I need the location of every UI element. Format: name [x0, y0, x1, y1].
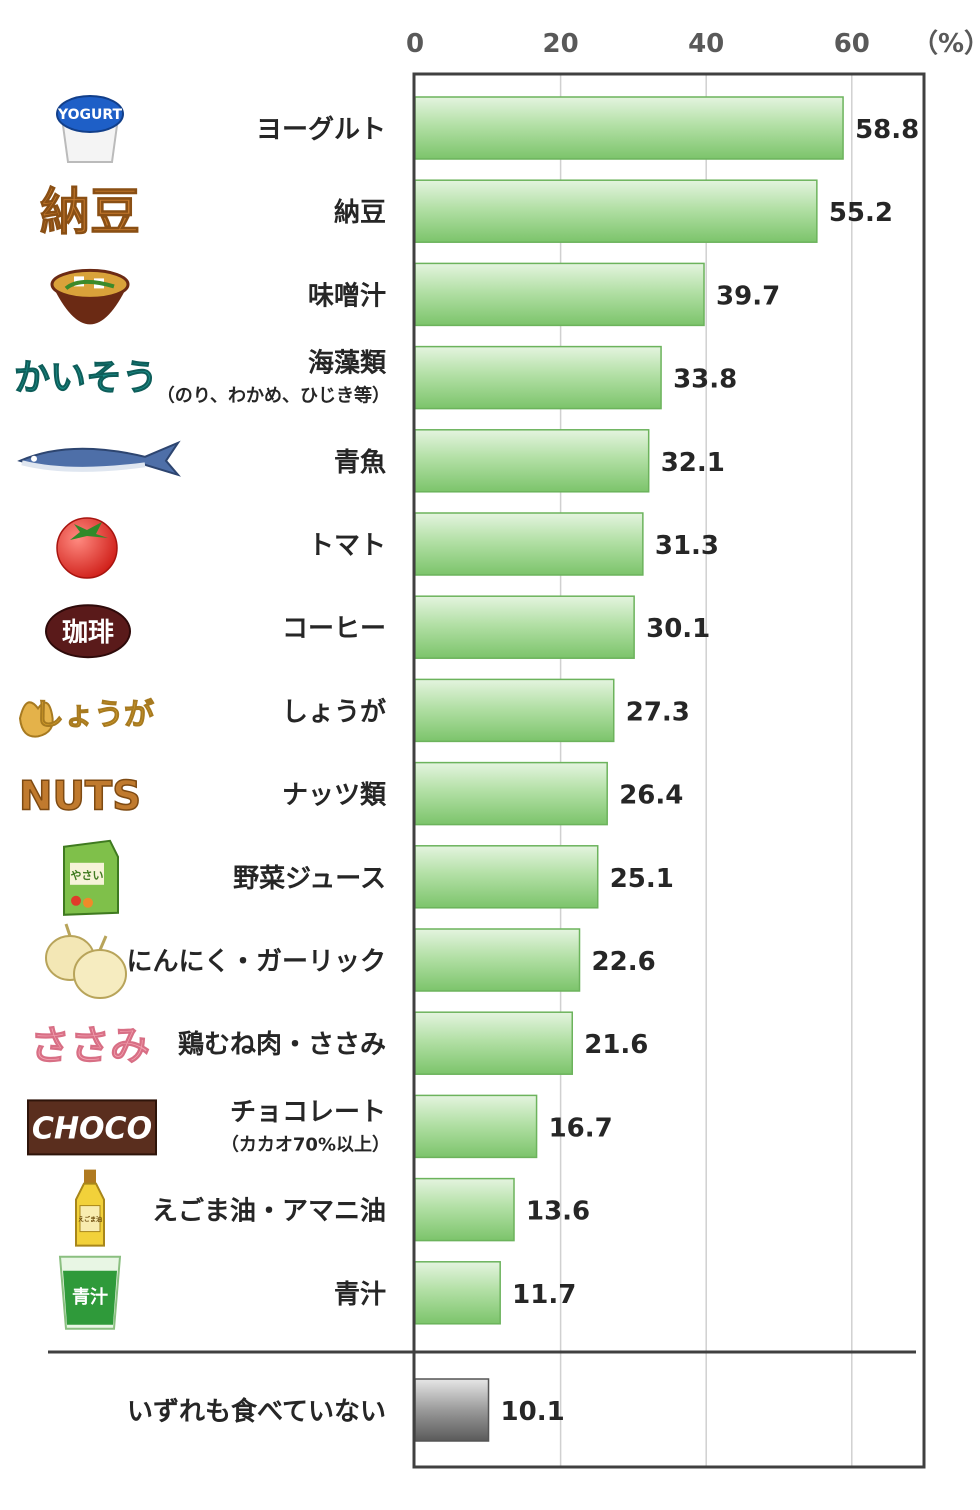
- bar: [414, 595, 635, 659]
- unit-label: （%）: [912, 29, 980, 59]
- category-label: コーヒー: [282, 614, 386, 644]
- yogurt-icon: YOGURT: [56, 95, 124, 163]
- category-labels: 58.8 ヨーグルト 55.2 納豆 39.7 味噌汁 33.8 海藻類 （のり、わかめ、ひじき…: [127, 115, 920, 1427]
- svg-text:かいそう: かいそう: [14, 358, 158, 399]
- svg-text:CHOCO: CHOCO: [32, 1111, 152, 1146]
- category-label: 青魚: [334, 447, 386, 478]
- svg-text:納豆: 納豆: [40, 183, 140, 241]
- value-label: 10.1: [501, 1397, 565, 1427]
- bar: [414, 1011, 573, 1075]
- x-tick-label: 40: [688, 29, 724, 59]
- category-label: チョコレート: [230, 1097, 386, 1127]
- category-sublabel: （カカオ70%以上）: [221, 1134, 390, 1155]
- bar: [414, 345, 662, 410]
- value-label: 27.3: [626, 697, 690, 727]
- bar: [414, 845, 599, 909]
- value-label: 13.6: [526, 1197, 590, 1227]
- natto-icon: 納豆: [40, 183, 141, 242]
- sasami-icon: ささみ: [30, 1023, 151, 1070]
- plot-frame: [412, 72, 926, 1469]
- value-label: 16.7: [549, 1113, 613, 1143]
- category-label: 味噌汁: [308, 280, 386, 311]
- category-label: しょうが: [282, 696, 386, 727]
- bar: [414, 761, 608, 826]
- value-label: 30.1: [646, 614, 710, 644]
- svg-text:やさい: やさい: [71, 869, 104, 882]
- bar: [414, 262, 705, 327]
- x-tick-label: 20: [543, 29, 579, 59]
- svg-text:珈琲: 珈琲: [62, 618, 114, 648]
- svg-text:ささみ: ささみ: [30, 1023, 150, 1069]
- category-label: 野菜ジュース: [233, 864, 386, 894]
- value-label: 32.1: [661, 448, 725, 478]
- x-tick-label: 60: [834, 29, 870, 59]
- bar: [414, 928, 581, 992]
- category-label: トマト: [308, 531, 386, 561]
- coffee-icon: 珈琲: [45, 604, 131, 659]
- bar: [414, 429, 650, 493]
- tomato-icon: [56, 517, 118, 579]
- value-label: 55.2: [829, 198, 893, 228]
- bar: [414, 96, 844, 160]
- category-label: 海藻類: [308, 349, 387, 379]
- x-tick-label: 0: [406, 29, 424, 59]
- bar-none: [414, 1378, 490, 1442]
- bar: [414, 1094, 538, 1159]
- category-label: えごま油・アマニ油: [152, 1196, 386, 1227]
- category-label: 納豆: [334, 197, 386, 228]
- bar: [414, 179, 818, 243]
- seaweed-icon: かいそう: [13, 357, 158, 399]
- oil-bottle-icon: えごま油: [75, 1169, 105, 1247]
- category-label: 青汁: [334, 1280, 386, 1310]
- value-label: 31.3: [655, 531, 719, 561]
- svg-text:NUTS: NUTS: [19, 774, 141, 820]
- fish-icon: [17, 440, 181, 477]
- bars: [414, 96, 844, 1442]
- category-label: 鶏むね肉・ささみ: [178, 1030, 386, 1060]
- value-label: 21.6: [584, 1030, 648, 1060]
- value-label: 33.8: [673, 365, 737, 395]
- value-label: 26.4: [619, 781, 683, 811]
- svg-text:しょうが: しょうが: [34, 697, 154, 732]
- bar: [414, 1261, 501, 1325]
- svg-text:YOGURT: YOGURT: [57, 107, 123, 123]
- value-label: 11.7: [512, 1280, 576, 1310]
- bar: [414, 1177, 515, 1242]
- svg-text:青汁: 青汁: [72, 1286, 108, 1308]
- bar: [414, 678, 615, 743]
- value-label: 39.7: [716, 281, 780, 311]
- ginger-icon: しょうが: [18, 697, 155, 738]
- category-label: にんにく・ガーリック: [127, 947, 386, 977]
- garlic-icon: [45, 923, 127, 999]
- category-label: ヨーグルト: [256, 115, 386, 145]
- vegetable-juice-icon: やさい: [63, 839, 119, 916]
- bar: [414, 512, 644, 576]
- value-label: 58.8: [855, 115, 919, 145]
- x-axis-ticks: 0 20 40 60: [406, 29, 870, 59]
- category-sublabel: （のり、わかめ、ひじき等）: [157, 385, 390, 407]
- svg-text:えごま油: えごま油: [78, 1216, 102, 1224]
- value-label: 25.1: [610, 864, 674, 894]
- nuts-icon: NUTS: [18, 773, 142, 821]
- chocolate-icon: CHOCO: [27, 1099, 157, 1156]
- aojiru-icon: 青汁: [58, 1255, 122, 1330]
- category-label: いずれも食べていない: [127, 1396, 386, 1427]
- miso-soup-icon: [50, 268, 130, 325]
- value-label: 22.6: [592, 947, 656, 977]
- category-label: ナッツ類: [282, 781, 387, 811]
